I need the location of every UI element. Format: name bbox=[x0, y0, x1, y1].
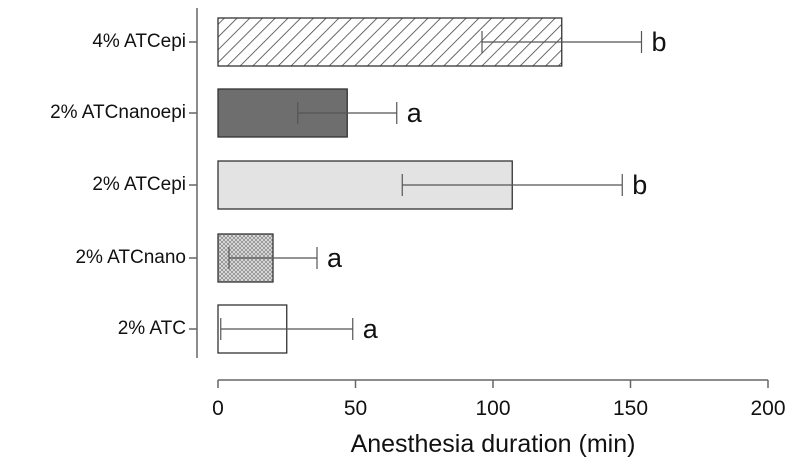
y-tick-label-2pct-atcnano: 2% ATCnano bbox=[75, 247, 186, 268]
significance-label-2pct-atcnanoepi: a bbox=[407, 98, 423, 128]
bars-layer bbox=[217, 17, 643, 354]
x-tick-label-50: 50 bbox=[344, 397, 367, 420]
x-tick-label-150: 150 bbox=[613, 397, 648, 420]
labels-layer: 4% ATCepi b 2% ATCnanoepi a 2% ATCepi b 2% ATC… bbox=[50, 27, 666, 344]
significance-label-2pct-atcepi: b bbox=[632, 170, 647, 200]
significance-label-2pct-atc: a bbox=[363, 314, 379, 344]
x-ticks-layer: 0 50 100 150 200 bbox=[189, 41, 786, 420]
y-tick-label-2pct-atcnanoepi: 2% ATCnanoepi bbox=[50, 102, 186, 123]
x-axis-title: Anesthesia duration (min) bbox=[351, 430, 636, 458]
y-tick-label-4pct-atcepi: 4% ATCepi bbox=[92, 31, 186, 52]
significance-label-2pct-atcnano: a bbox=[327, 243, 343, 273]
y-tick-label-2pct-atc: 2% ATC bbox=[118, 318, 186, 339]
x-tick-label-100: 100 bbox=[475, 397, 510, 420]
significance-label-4pct-atcepi: b bbox=[652, 27, 667, 57]
y-tick-label-2pct-atcepi: 2% ATCepi bbox=[92, 174, 186, 195]
x-tick-label-200: 200 bbox=[750, 397, 785, 420]
x-tick-label-0: 0 bbox=[212, 397, 224, 420]
